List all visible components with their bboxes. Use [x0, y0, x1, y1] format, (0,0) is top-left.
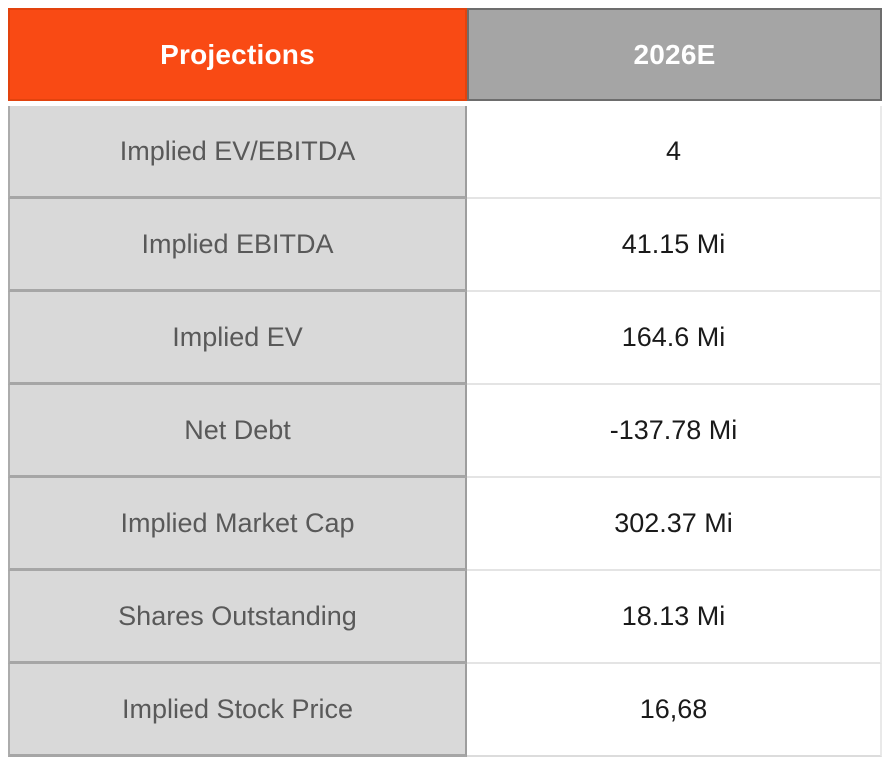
row-label-implied-ev-ebitda: Implied EV/EBITDA — [8, 106, 467, 199]
row-value-implied-ebitda: 41.15 Mi — [467, 199, 882, 292]
table-row: Implied Stock Price 16,68 — [8, 664, 882, 757]
projections-table: Projections 2026E Implied EV/EBITDA 4 Im… — [8, 8, 882, 757]
row-value-net-debt: -137.78 Mi — [467, 385, 882, 478]
table-header-row: Projections 2026E — [8, 8, 882, 101]
header-cell-projections: Projections — [8, 8, 467, 101]
row-label-shares-outstanding: Shares Outstanding — [8, 571, 467, 664]
row-label-implied-market-cap: Implied Market Cap — [8, 478, 467, 571]
table-row: Implied EBITDA 41.15 Mi — [8, 199, 882, 292]
row-value-implied-ev: 164.6 Mi — [467, 292, 882, 385]
table-row: Implied EV/EBITDA 4 — [8, 106, 882, 199]
row-label-implied-ebitda: Implied EBITDA — [8, 199, 467, 292]
row-value-shares-outstanding: 18.13 Mi — [467, 571, 882, 664]
table-row: Shares Outstanding 18.13 Mi — [8, 571, 882, 664]
row-label-implied-ev: Implied EV — [8, 292, 467, 385]
table-row: Implied Market Cap 302.37 Mi — [8, 478, 882, 571]
table-row: Implied EV 164.6 Mi — [8, 292, 882, 385]
row-value-implied-ev-ebitda: 4 — [467, 106, 882, 199]
row-label-net-debt: Net Debt — [8, 385, 467, 478]
header-cell-2026e: 2026E — [467, 8, 882, 101]
row-value-implied-stock-price: 16,68 — [467, 664, 882, 757]
row-value-implied-market-cap: 302.37 Mi — [467, 478, 882, 571]
table-row: Net Debt -137.78 Mi — [8, 385, 882, 478]
row-label-implied-stock-price: Implied Stock Price — [8, 664, 467, 757]
